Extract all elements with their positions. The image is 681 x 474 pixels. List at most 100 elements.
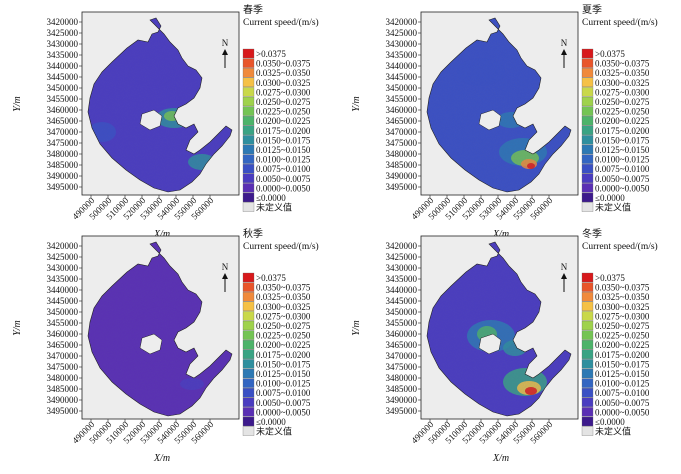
legend-swatch — [242, 397, 255, 407]
legend-item-label: 0.0200~0.0225 — [595, 116, 650, 126]
legend-swatch — [581, 144, 594, 155]
legend-item-label: 0.0250~0.0275 — [595, 97, 650, 107]
island — [139, 109, 163, 131]
legend-swatch — [581, 292, 594, 302]
y-tick-label: 3435000 — [386, 274, 418, 284]
legend-swatch — [581, 164, 594, 174]
legend-swatch — [242, 292, 255, 302]
legend-swatch — [242, 320, 255, 331]
legend-item-label: 0.0075~0.0100 — [595, 388, 650, 398]
legend-swatch — [242, 202, 255, 212]
y-tick-label: 3455000 — [47, 94, 79, 104]
legend-swatch — [581, 116, 594, 126]
legend-item-label: 0.0325~0.0350 — [595, 68, 650, 78]
legend-swatch — [581, 388, 594, 398]
y-tick-label: 3475000 — [386, 362, 418, 372]
y-tick-label: 3425000 — [386, 28, 418, 38]
shoreline — [87, 241, 233, 417]
y-tick-label: 3485000 — [47, 160, 79, 170]
north-arrow: N — [561, 38, 568, 68]
legend-swatch — [581, 301, 594, 311]
legend-item-label: 未定义值 — [595, 426, 631, 437]
legend-swatch — [242, 349, 255, 359]
island — [478, 333, 502, 355]
legend-swatch — [242, 426, 255, 436]
legend-item-label: ≤0.0000 — [256, 193, 286, 203]
legend-item-label: 0.0275~0.0300 — [595, 87, 650, 97]
y-tick-label: 3455000 — [386, 318, 418, 328]
legend-swatch — [581, 397, 594, 407]
north-arrow: N — [561, 262, 568, 292]
legend-swatch — [581, 320, 594, 331]
legend-item-label: 0.0300~0.0325 — [256, 302, 311, 312]
island — [139, 333, 163, 355]
season-title: 冬季 — [582, 227, 602, 240]
island — [478, 109, 502, 131]
y-tick-label: 3435000 — [386, 50, 418, 60]
legend-swatch — [581, 416, 594, 427]
legend-swatch — [581, 58, 594, 68]
y-tick-label: 3470000 — [386, 127, 418, 137]
legend-swatch — [242, 116, 255, 126]
legend-item-label: 0.0250~0.0275 — [256, 321, 311, 331]
legend-swatch — [242, 330, 255, 340]
legend-item-label: 0.0150~0.0175 — [595, 135, 650, 145]
legend-item-label: ≤0.0000 — [595, 193, 625, 203]
y-tick-label: 3430000 — [47, 39, 79, 49]
legend-swatch — [581, 106, 594, 116]
legend-item-label: 未定义值 — [595, 202, 631, 213]
y-tick-label: 3485000 — [47, 384, 79, 394]
legend-item-label: ≤0.0000 — [595, 417, 625, 427]
legend-item-label: 0.0350~0.0375 — [256, 59, 311, 69]
legend-item-label: 0.0000~0.0050 — [256, 183, 311, 193]
legend-swatch — [242, 311, 255, 321]
legend-title: Current speed/(m/s) — [243, 17, 319, 28]
legend-item-label: 0.0175~0.0200 — [595, 126, 650, 136]
legend-item-label: 0.0275~0.0300 — [256, 87, 311, 97]
svg-text:N: N — [561, 262, 568, 272]
y-tick-label: 3460000 — [386, 105, 418, 115]
y-tick-label: 3455000 — [47, 318, 79, 328]
y-tick-label: 3460000 — [386, 329, 418, 339]
legend-item-label: 0.0100~0.0125 — [256, 155, 311, 165]
legend-swatch — [242, 368, 255, 379]
y-tick-label: 3435000 — [47, 50, 79, 60]
legend-swatch — [242, 164, 255, 174]
legend-item-label: 0.0125~0.0150 — [595, 145, 650, 155]
y-tick-label: 3490000 — [47, 171, 79, 181]
y-tick-label: 3425000 — [386, 252, 418, 262]
legend-swatch — [581, 368, 594, 379]
legend-item-label: ≤0.0000 — [256, 417, 286, 427]
legend-swatch — [581, 183, 594, 193]
north-arrow: N — [222, 262, 229, 292]
y-tick-label: 3460000 — [47, 105, 79, 115]
x-axis-label: X/m — [153, 229, 170, 240]
legend-swatch — [581, 202, 594, 212]
legend-item-label: 0.0225~0.0250 — [256, 107, 311, 117]
legend-item-label: 0.0175~0.0200 — [595, 350, 650, 360]
legend-swatch — [242, 106, 255, 116]
y-tick-label: 3450000 — [47, 307, 79, 317]
y-tick-label: 3495000 — [47, 406, 79, 416]
y-tick-label: 3465000 — [386, 340, 418, 350]
north-arrow: N — [222, 38, 229, 68]
legend-swatch — [242, 282, 255, 292]
legend-item-label: 0.0000~0.0050 — [595, 407, 650, 417]
legend-item-label: 0.0325~0.0350 — [595, 292, 650, 302]
map-panel: N 349500034900003485000348000034750003470… — [12, 227, 319, 464]
shoreline — [426, 241, 572, 417]
legend-item-label: 0.0100~0.0125 — [256, 379, 311, 389]
legend-swatch — [581, 48, 594, 59]
y-tick-label: 3470000 — [386, 351, 418, 361]
legend-title: Current speed/(m/s) — [582, 241, 658, 252]
y-tick-label: 3465000 — [47, 340, 79, 350]
legend-item-label: 0.0150~0.0175 — [256, 359, 311, 369]
season-title: 春季 — [243, 4, 263, 16]
legend-swatch — [242, 272, 255, 283]
map-panel: N 349500034900003485000348000034750003470… — [351, 227, 658, 464]
y-tick-label: 3480000 — [47, 373, 79, 383]
legend-item-label: 0.0150~0.0175 — [256, 135, 311, 145]
